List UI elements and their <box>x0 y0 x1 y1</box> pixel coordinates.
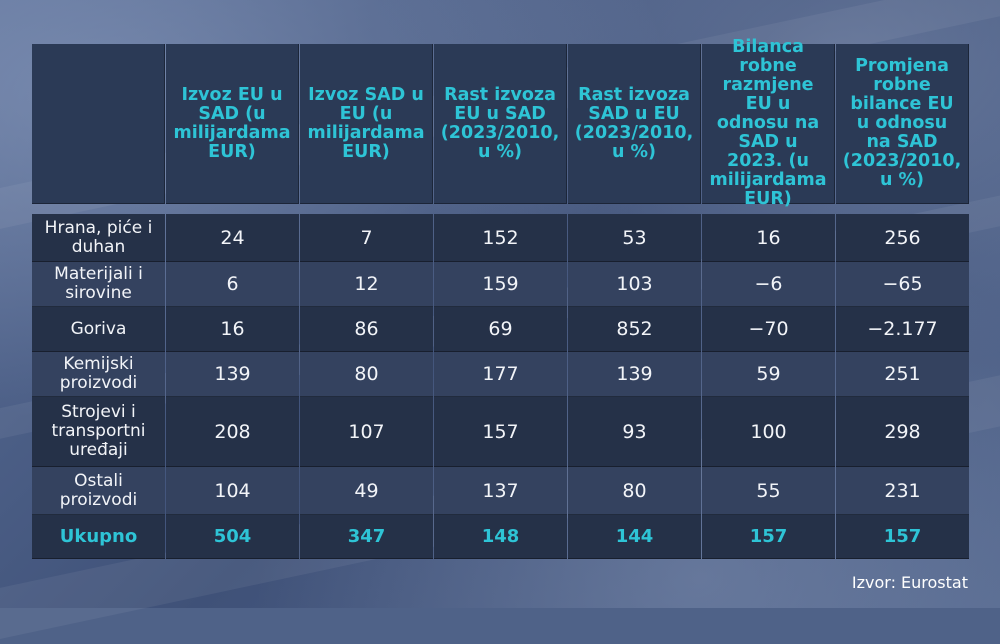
total-cell: 504 <box>166 515 299 559</box>
table-cell: 6 <box>166 262 299 307</box>
header-izvoz-eu: Izvoz EU u SAD (u milijardama EUR) <box>166 44 299 204</box>
row-label: Strojevi i transportni uređaji <box>32 397 165 467</box>
table-cell: 139 <box>166 352 299 397</box>
total-label: Ukupno <box>32 515 165 559</box>
table-cell: 49 <box>300 467 433 515</box>
table-cell: 152 <box>434 214 567 262</box>
row-label: Kemijski proizvodi <box>32 352 165 397</box>
header-bilanca: Bilanca robne razmjene EU u odnosu na SA… <box>702 38 835 209</box>
table-cell: −6 <box>702 262 835 307</box>
table-cell: 100 <box>702 397 835 467</box>
source-note: Izvor: Eurostat <box>851 573 968 592</box>
table-cell: 298 <box>836 397 969 467</box>
table-cell: 55 <box>702 467 835 515</box>
table-cell: 251 <box>836 352 969 397</box>
table-cell: 86 <box>300 307 433 352</box>
table-cell: 93 <box>568 397 701 467</box>
table-cell: 137 <box>434 467 567 515</box>
total-cell: 148 <box>434 515 567 559</box>
table-cell: 53 <box>568 214 701 262</box>
table-cell: 7 <box>300 214 433 262</box>
table-cell: 103 <box>568 262 701 307</box>
table-cell: 177 <box>434 352 567 397</box>
table-cell: 16 <box>702 214 835 262</box>
table-cell: −70 <box>702 307 835 352</box>
table-cell: −2.177 <box>836 307 969 352</box>
table-cell: 24 <box>166 214 299 262</box>
row-label: Ostali proizvodi <box>32 467 165 515</box>
table-cell: 208 <box>166 397 299 467</box>
table-cell: 59 <box>702 352 835 397</box>
total-cell: 144 <box>568 515 701 559</box>
table-cell: 12 <box>300 262 433 307</box>
total-cell: 347 <box>300 515 433 559</box>
header-promjena: Promjena robne bilance EU u odnosu na SA… <box>836 44 969 204</box>
table-cell: 231 <box>836 467 969 515</box>
table-cell: 80 <box>568 467 701 515</box>
row-label: Hrana, piće i duhan <box>32 214 165 262</box>
table-cell: −65 <box>836 262 969 307</box>
table-cell: 256 <box>836 214 969 262</box>
row-label: Goriva <box>32 307 165 352</box>
header-corner <box>32 44 165 204</box>
total-cell: 157 <box>836 515 969 559</box>
table-cell: 852 <box>568 307 701 352</box>
table-cell: 107 <box>300 397 433 467</box>
table-cell: 139 <box>568 352 701 397</box>
row-label: Materijali i sirovine <box>32 262 165 307</box>
table-cell: 159 <box>434 262 567 307</box>
header-rast-sad: Rast izvoza SAD u EU (2023/2010, u %) <box>568 44 701 204</box>
header-izvoz-sad: Izvoz SAD u EU (u milijardama EUR) <box>300 44 433 204</box>
table-cell: 157 <box>434 397 567 467</box>
table-cell: 16 <box>166 307 299 352</box>
header-rast-eu: Rast izvoza EU u SAD (2023/2010, u %) <box>434 44 567 204</box>
table-cell: 69 <box>434 307 567 352</box>
table-cell: 80 <box>300 352 433 397</box>
trade-table: Izvoz EU u SAD (u milijardama EUR) Izvoz… <box>32 38 969 559</box>
total-cell: 157 <box>702 515 835 559</box>
table-cell: 104 <box>166 467 299 515</box>
